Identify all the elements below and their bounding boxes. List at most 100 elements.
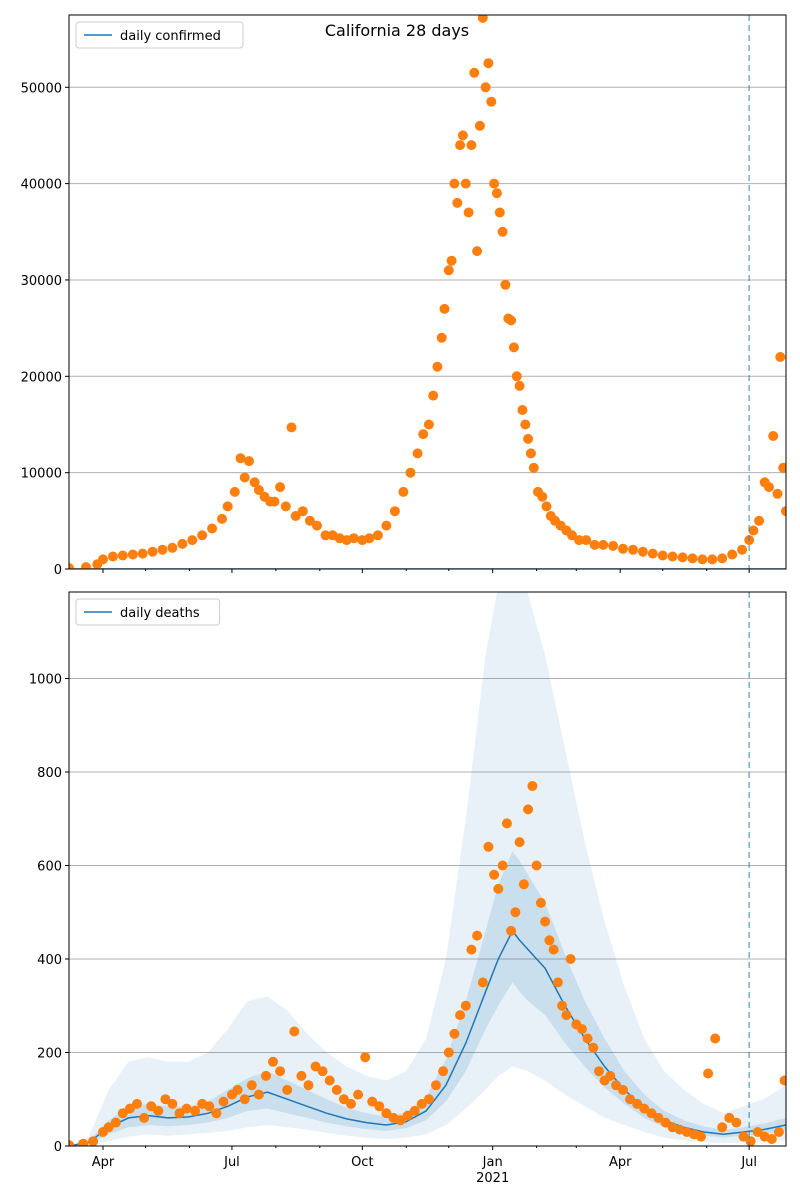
data-point: [598, 539, 609, 550]
data-point: [497, 226, 508, 237]
data-point: [346, 1098, 356, 1109]
data-point: [477, 15, 488, 23]
data-point: [317, 1066, 328, 1077]
data-point: [280, 501, 291, 512]
data-point: [766, 1134, 777, 1144]
data-point: [577, 1024, 587, 1035]
data-point: [687, 553, 698, 564]
data-point: [460, 1000, 471, 1011]
data-point: [748, 525, 759, 536]
data-point: [239, 472, 250, 483]
data-point: [589, 539, 600, 550]
data-point: [548, 944, 559, 955]
data-point: [449, 1028, 460, 1039]
axes-frame: [68, 14, 787, 570]
data-point: [436, 332, 447, 343]
data-point: [477, 977, 488, 988]
data-point: [297, 506, 308, 517]
data-point: [696, 1131, 706, 1142]
data-point: [660, 1117, 671, 1128]
y-tick-label: 1000: [29, 672, 62, 687]
data-point: [174, 1108, 185, 1119]
data-point: [452, 197, 463, 208]
data-point: [431, 1080, 441, 1091]
data-point: [508, 342, 519, 353]
data-point: [472, 930, 483, 941]
data-point: [494, 207, 505, 218]
data-point: [523, 804, 534, 815]
data-point: [88, 1136, 99, 1146]
data-point: [514, 837, 525, 848]
data-point: [137, 548, 148, 559]
legend-label: daily confirmed: [120, 29, 221, 44]
plot-area: [69, 15, 786, 569]
data-point: [261, 1070, 271, 1081]
data-point: [160, 1094, 171, 1105]
data-point: [497, 860, 508, 871]
data-point: [540, 916, 551, 927]
data-point: [402, 1110, 413, 1121]
plot-area: [69, 592, 786, 1146]
data-point: [537, 491, 548, 502]
data-point: [312, 520, 322, 531]
data-point: [768, 431, 779, 441]
data-point: [731, 1117, 742, 1128]
data-point: [611, 1080, 621, 1091]
y-tick-label: 30000: [21, 274, 62, 289]
data-point: [218, 1096, 229, 1107]
data-point: [703, 1068, 714, 1079]
data-point: [443, 1047, 454, 1058]
data-point: [177, 538, 188, 549]
data-point: [423, 419, 434, 430]
data-point: [353, 1089, 364, 1100]
data-point: [567, 530, 577, 541]
data-point: [489, 178, 500, 189]
data-point: [107, 551, 118, 562]
data-point: [506, 315, 517, 326]
data-point: [439, 303, 450, 314]
data-point: [707, 554, 718, 565]
data-point: [244, 456, 254, 467]
data-point: [469, 67, 480, 78]
legend-label: daily deaths: [120, 606, 200, 621]
y-tick-label: 800: [37, 766, 62, 781]
data-point: [486, 96, 497, 107]
data-point: [511, 371, 522, 382]
data-point: [117, 550, 128, 561]
data-point: [667, 551, 678, 562]
data-point: [235, 453, 246, 464]
data-point: [781, 506, 786, 517]
data-point: [78, 1138, 89, 1146]
data-point: [618, 1084, 628, 1095]
y-tick-label: 0: [54, 563, 62, 578]
data-point: [443, 265, 454, 276]
data-point: [483, 58, 494, 69]
data-point: [639, 1103, 650, 1114]
data-point: [552, 977, 563, 988]
data-point: [632, 1098, 643, 1109]
data-point: [455, 1010, 466, 1021]
data-point: [81, 562, 91, 569]
x-year-label: 2021: [476, 1171, 509, 1186]
data-point: [588, 1042, 599, 1053]
data-point: [222, 501, 233, 512]
deaths-panel: 0 200 400 600 800 1000 daily deaths Apr Jul Oct Ja…: [29, 591, 787, 1186]
data-point: [324, 1075, 335, 1086]
data-point: [493, 883, 504, 894]
data-point: [253, 1089, 264, 1100]
data-point: [582, 1033, 593, 1044]
data-point: [544, 935, 555, 946]
data-point: [535, 897, 546, 908]
data-point: [290, 511, 301, 521]
y-tick-label: 10000: [21, 467, 62, 482]
data-point: [457, 130, 468, 141]
data-point: [541, 501, 552, 512]
data-point: [275, 1066, 286, 1077]
legend-box: [75, 598, 221, 626]
data-point: [232, 1084, 243, 1095]
data-point: [520, 419, 531, 430]
x-tick-label: Jul: [223, 1155, 240, 1170]
data-point: [146, 1101, 157, 1112]
data-point: [127, 549, 138, 560]
